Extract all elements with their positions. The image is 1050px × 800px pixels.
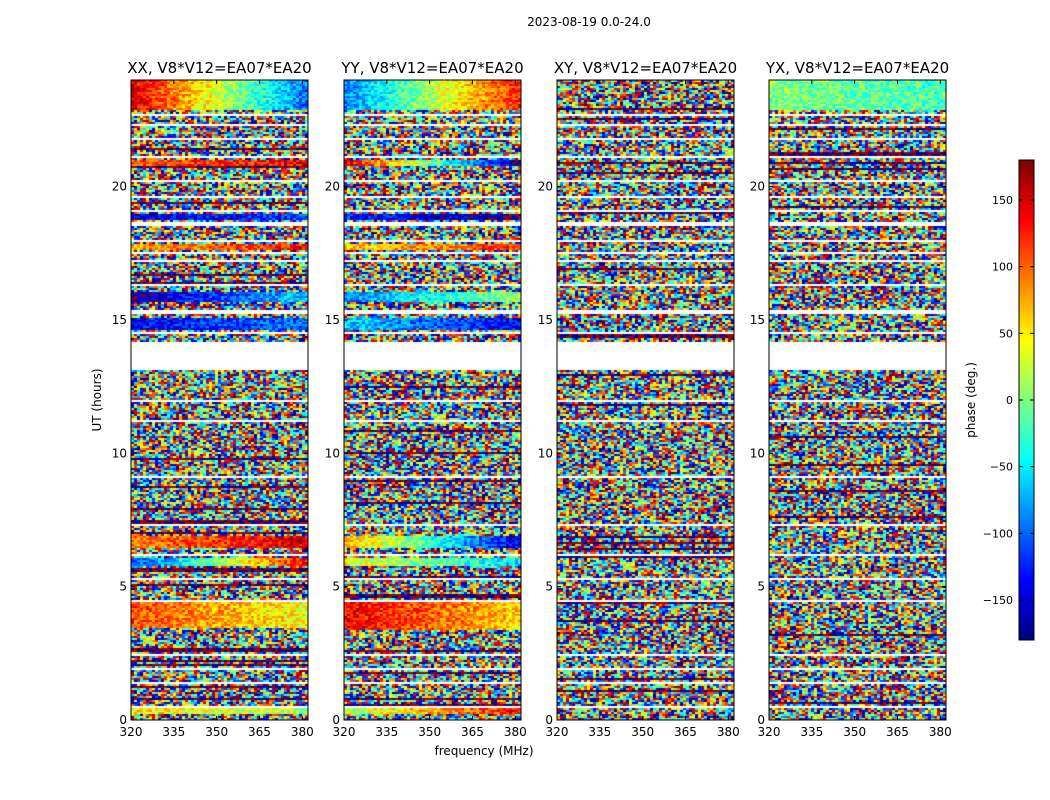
x-tick-label: 350	[631, 725, 654, 739]
y-tick-label: 15	[112, 313, 127, 327]
x-tick-label: 365	[461, 725, 484, 739]
x-tick-label: 350	[843, 725, 866, 739]
panel-title: XY, V8*V12=EA07*EA20	[554, 59, 737, 77]
panel-title: YX, V8*V12=EA07*EA20	[765, 59, 949, 77]
y-tick-label: 10	[112, 446, 127, 460]
panels: XX, V8*V12=EA07*EA20 320 335 350 365 380 0 5 10 1…	[112, 59, 952, 739]
colorbar-tick-label: 0	[1006, 394, 1013, 407]
colorbar-tick-label: 50	[999, 327, 1013, 340]
x-tick-label: 380	[717, 725, 740, 739]
x-tick-label: 320	[758, 725, 781, 739]
panel-title: YY, V8*V12=EA07*EA20	[340, 59, 523, 77]
y-tick-label: 5	[332, 580, 340, 594]
x-tick-label: 365	[674, 725, 697, 739]
panel-yx: YX, V8*V12=EA07*EA20 320 335 350 365 380 0 5 10 1…	[750, 59, 952, 739]
colorbar-gradient	[1019, 160, 1034, 640]
x-tick-label: 380	[291, 725, 314, 739]
y-tick-label: 15	[325, 313, 340, 327]
x-tick-label: 320	[120, 725, 143, 739]
panel-frame	[768, 79, 947, 721]
panel-yy: YY, V8*V12=EA07*EA20 320 335 350 365 380 0 5 10 1…	[325, 59, 527, 739]
y-tick-label: 20	[112, 180, 127, 194]
x-tick-label: 350	[418, 725, 441, 739]
panel-frame	[130, 79, 309, 721]
x-tick-label: 335	[375, 725, 398, 739]
x-tick-label: 335	[800, 725, 823, 739]
phase-heatmap	[557, 80, 734, 720]
x-tick-label: 380	[929, 725, 952, 739]
colorbar-label: phase (deg.)	[964, 362, 978, 438]
panel-frame	[343, 79, 522, 721]
y-tick-label: 0	[757, 713, 765, 727]
phase-heatmap	[131, 80, 308, 720]
colorbar: 150 100 50 0 −50 −100 −150	[983, 159, 1035, 641]
x-axis-label: frequency (MHz)	[434, 744, 533, 758]
y-tick-label: 0	[119, 713, 127, 727]
y-tick-label: 10	[538, 446, 553, 460]
x-tick-label: 380	[504, 725, 527, 739]
x-tick-label: 350	[205, 725, 228, 739]
y-tick-label: 10	[750, 446, 765, 460]
panel-frame	[556, 79, 735, 721]
y-tick-label: 5	[119, 580, 127, 594]
y-tick-label: 0	[545, 713, 553, 727]
colorbar-tick-label: 150	[992, 194, 1013, 207]
phase-heatmap	[769, 80, 946, 720]
panel-title: XX, V8*V12=EA07*EA20	[127, 59, 311, 77]
colorbar-tick-label: 100	[992, 261, 1013, 274]
x-tick-label: 365	[248, 725, 271, 739]
y-tick-label: 5	[757, 580, 765, 594]
x-tick-label: 365	[886, 725, 909, 739]
x-tick-label: 320	[546, 725, 569, 739]
y-axis-label: UT (hours)	[90, 368, 104, 431]
y-tick-label: 10	[325, 446, 340, 460]
phase-heatmap	[344, 80, 521, 720]
figure-title: 2023-08-19 0.0-24.0	[527, 15, 651, 29]
x-tick-label: 335	[588, 725, 611, 739]
colorbar-tick-label: −150	[983, 594, 1013, 607]
y-tick-label: 20	[325, 180, 340, 194]
x-tick-label: 335	[162, 725, 185, 739]
x-tick-label: 320	[333, 725, 356, 739]
panel-xx: XX, V8*V12=EA07*EA20 320 335 350 365 380 0 5 10 1…	[112, 59, 314, 739]
y-tick-label: 20	[750, 180, 765, 194]
y-tick-label: 20	[538, 180, 553, 194]
colorbar-tick-label: −50	[990, 461, 1013, 474]
colorbar-tick-label: −100	[983, 527, 1013, 540]
y-tick-label: 5	[545, 580, 553, 594]
y-tick-label: 0	[332, 713, 340, 727]
y-tick-label: 15	[538, 313, 553, 327]
y-tick-label: 15	[750, 313, 765, 327]
panel-xy: XY, V8*V12=EA07*EA20 320 335 350 365 380 0 5 10 1…	[538, 59, 740, 739]
